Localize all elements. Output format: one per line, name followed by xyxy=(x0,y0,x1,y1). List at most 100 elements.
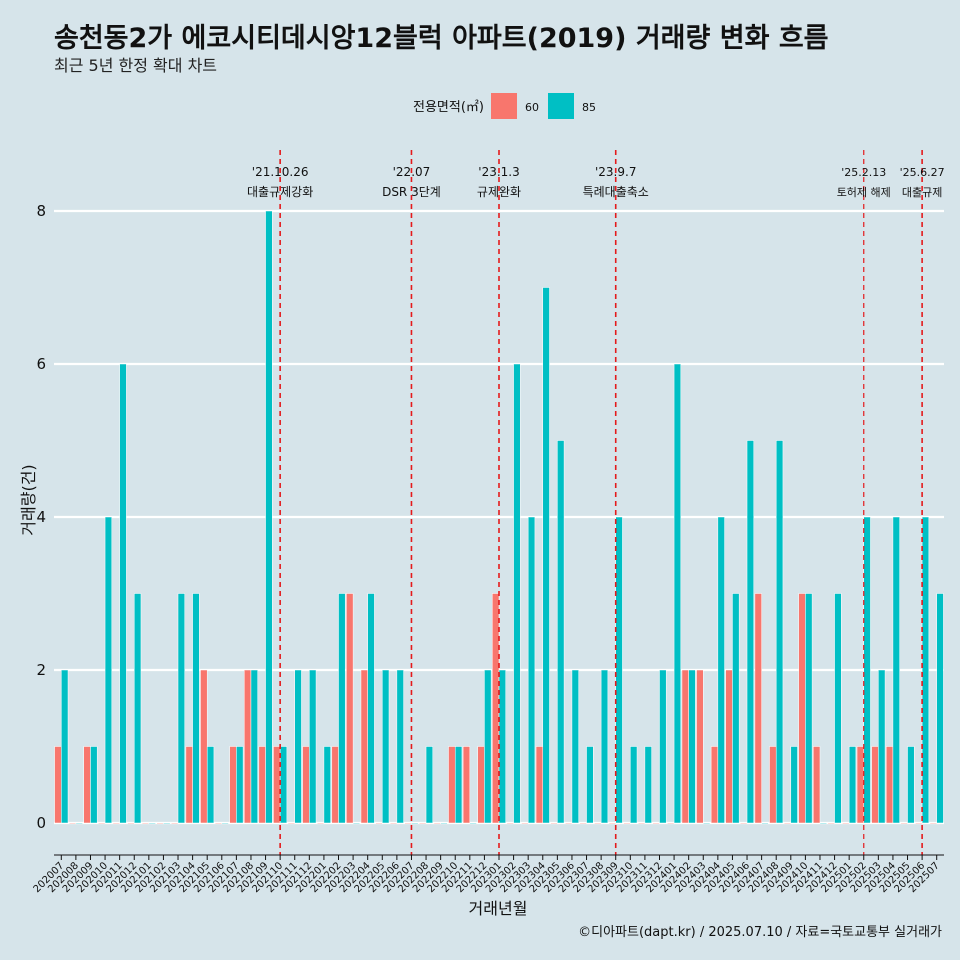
bar-60-202110 xyxy=(273,746,281,824)
bar-60-202211 xyxy=(462,746,471,824)
bar-85-202307 xyxy=(586,746,594,824)
annotation-date: '21.10.26 xyxy=(252,165,309,179)
x-axis-title: 거래년월 xyxy=(469,899,528,918)
bar-85-202301 xyxy=(498,669,506,824)
bar-60-202202 xyxy=(331,746,339,824)
bar-60-202212 xyxy=(477,746,485,824)
bar-60-202011 xyxy=(112,822,120,825)
bar-85-202403 xyxy=(703,822,711,825)
bar-60-202008 xyxy=(68,822,77,825)
bar-85-202205 xyxy=(382,669,390,824)
annotation-label: 특례대출축소 xyxy=(583,185,649,199)
bar-85-202103 xyxy=(177,593,185,824)
bar-85-202007 xyxy=(61,669,69,824)
bar-85-202209 xyxy=(440,822,448,825)
annotation-date: '23.9.7 xyxy=(595,165,636,179)
bar-60-202310 xyxy=(623,822,631,825)
bar-85-202406 xyxy=(746,440,754,824)
annotation-label: 규제완화 xyxy=(477,185,521,199)
chart-subtitle: 최근 5년 한정 확대 차트 xyxy=(54,56,218,75)
legend: 전용면적(㎡) 60 85 xyxy=(413,93,596,119)
bar-85-202110 xyxy=(279,746,288,824)
y-axis-title: 거래량(건) xyxy=(19,464,38,535)
annotation-date: '25.2.13 xyxy=(841,166,886,179)
bar-60-202505 xyxy=(900,822,908,825)
bar-60-202501 xyxy=(842,822,850,825)
bar-60-202105 xyxy=(200,669,208,824)
bar-60-202204 xyxy=(360,669,368,824)
bar-85-202402 xyxy=(688,669,696,824)
bar-60-202502 xyxy=(856,746,864,824)
bar-85-202501 xyxy=(848,746,857,824)
bar-60-202503 xyxy=(871,746,879,824)
bar-85-202107 xyxy=(236,746,244,824)
bar-60-202210 xyxy=(448,746,456,824)
y-tick-label: 8 xyxy=(36,202,46,220)
bar-85-202208 xyxy=(425,746,434,824)
bar-85-202210 xyxy=(454,746,463,824)
bar-85-202308 xyxy=(600,669,609,824)
annotation-label: 토허제 해제 xyxy=(837,185,891,199)
bar-60-202412 xyxy=(827,822,835,825)
bar-85-202008 xyxy=(75,822,83,825)
bar-60-202112 xyxy=(302,746,310,824)
bar-85-202105 xyxy=(206,746,215,824)
bar-60-202408 xyxy=(769,746,777,824)
bar-85-202303 xyxy=(527,516,536,824)
annotation-date: '25.6.27 xyxy=(900,166,945,179)
bar-85-202409 xyxy=(790,746,798,824)
bar-60-202404 xyxy=(710,746,719,824)
bar-60-202405 xyxy=(725,669,733,824)
bar-85-202212 xyxy=(484,669,492,824)
bar-60-202111 xyxy=(287,822,295,825)
bar-60-202507 xyxy=(929,822,937,825)
bar-85-202111 xyxy=(294,669,302,824)
y-axis: 0 2 4 6 8 xyxy=(36,202,46,832)
bar-85-202012 xyxy=(134,593,142,824)
bar-60-202409 xyxy=(783,822,792,825)
bar-60-202303 xyxy=(521,822,529,825)
bar-60-202308 xyxy=(594,822,602,825)
bar-85-202101 xyxy=(148,822,156,825)
legend-label-85: 85 xyxy=(582,101,596,114)
bar-85-202202 xyxy=(338,593,346,824)
bar-60-202506 xyxy=(915,822,923,825)
annotation-lines: '21.10.26 대출규제강화 '22.07 DSR 3단계 '23.1.3 규제완화 '… xyxy=(247,150,945,855)
bar-85-202405 xyxy=(732,593,740,824)
bar-60-202203 xyxy=(346,593,354,824)
bar-85-202104 xyxy=(192,593,200,824)
bar-85-202407 xyxy=(761,822,769,825)
annotation-label: 대출규제강화 xyxy=(247,185,313,199)
bar-85-202312 xyxy=(659,669,667,824)
bar-85-202507 xyxy=(936,593,944,824)
y-tick-label: 0 xyxy=(36,814,46,832)
bar-60-202304 xyxy=(535,746,544,824)
bar-60-202007 xyxy=(54,746,62,824)
bar-60-202410 xyxy=(798,593,806,824)
bar-60-202301 xyxy=(492,593,500,824)
legend-title: 전용면적(㎡) xyxy=(413,100,484,115)
bar-60-202302 xyxy=(506,822,514,825)
bar-85-202106 xyxy=(221,822,229,825)
bar-60-202403 xyxy=(696,669,704,824)
bar-60-202109 xyxy=(258,746,266,824)
bar-60-202305 xyxy=(550,822,558,825)
chart-title: 송천동2가 에코시티데시앙12블럭 아파트(2019) 거래량 변화 흐름 xyxy=(54,23,829,54)
bar-60-202311 xyxy=(637,822,646,825)
bar-60-202312 xyxy=(652,822,660,825)
annotation-label: DSR 3단계 xyxy=(382,185,441,199)
bar-85-202010 xyxy=(104,516,113,824)
bar-85-202206 xyxy=(396,669,404,824)
bar-85-202203 xyxy=(352,822,361,825)
bar-85-202009 xyxy=(90,746,98,824)
y-tick-label: 6 xyxy=(36,355,46,373)
bar-85-202503 xyxy=(878,669,886,824)
bar-60-202201 xyxy=(316,822,325,825)
y-tick-label: 4 xyxy=(36,508,46,526)
bar-60-202402 xyxy=(681,669,689,824)
bar-85-202102 xyxy=(163,822,171,825)
bar-60-202306 xyxy=(564,822,573,825)
bar-85-202302 xyxy=(513,363,521,824)
bar-60-202102 xyxy=(156,822,164,825)
